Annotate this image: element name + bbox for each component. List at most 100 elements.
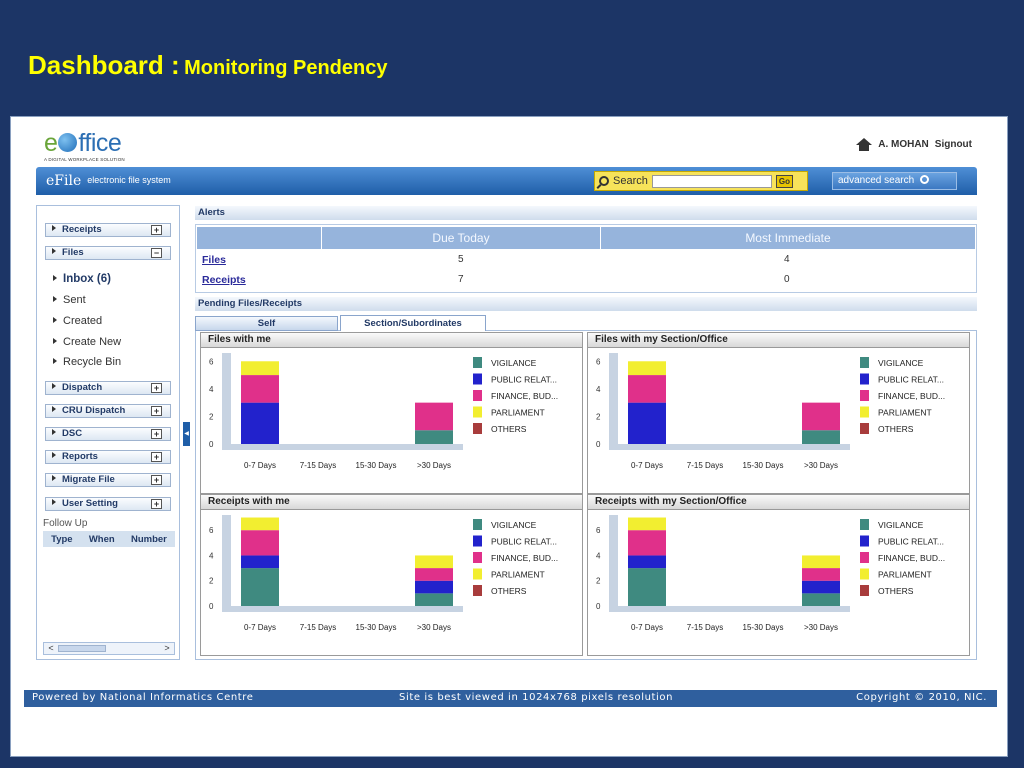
x-tick-label: 15-30 Days (743, 461, 784, 470)
plus-icon[interactable]: + (151, 499, 162, 509)
sidebar-link-label: Create New (63, 336, 122, 348)
alerts-receipts-link[interactable]: Receipts (202, 274, 246, 286)
arrow-icon (53, 275, 57, 281)
slide-title-sub: Monitoring Pendency (184, 57, 388, 79)
y-tick-label: 6 (209, 357, 214, 366)
tab-self[interactable]: Self (195, 316, 338, 331)
y-axis (609, 353, 618, 444)
sidebar-group-label: Dispatch (62, 382, 103, 393)
y-tick-label: 0 (209, 602, 214, 611)
followup-col-when[interactable]: When (88, 533, 115, 545)
chart-panel-receipts-with-me: Receipts with me 0 2 4 6 0-7 Days 7-15 Days 15… (200, 494, 583, 656)
bar-segment (628, 555, 666, 569)
chart-title: Receipts with my Section/Office (588, 495, 969, 510)
scroll-left-icon[interactable]: < (48, 643, 54, 653)
y-tick-label: 2 (209, 412, 214, 421)
bar-segment (415, 568, 453, 581)
sidebar-group-dispatch[interactable]: Dispatch + (45, 381, 171, 395)
legend-swatch (860, 535, 869, 547)
sidebar-group-reports[interactable]: Reports + (45, 450, 171, 464)
bar-segment (802, 430, 840, 444)
sidebar-group-receipts[interactable]: Receipts + (45, 223, 171, 237)
bar-segment (628, 402, 666, 444)
expand-arrow-icon (52, 248, 56, 254)
advanced-search-button[interactable]: advanced search (832, 172, 957, 190)
bar-segment (415, 555, 453, 569)
y-tick-label: 2 (596, 577, 601, 586)
sidebar-group-dsc[interactable]: DSC + (45, 427, 171, 441)
x-tick-label: >30 Days (417, 623, 451, 632)
sidebar-link-create-new[interactable]: Create New (53, 336, 121, 348)
legend-label: PUBLIC RELAT... (491, 375, 557, 385)
sidebar-link-sent[interactable]: Sent (53, 294, 86, 306)
sidebar-link-inbox[interactable]: Inbox (6) (53, 273, 111, 285)
x-tick-label: 0-7 Days (244, 623, 276, 632)
x-tick-label: 15-30 Days (356, 461, 397, 470)
sidebar-group-migrate-file[interactable]: Migrate File + (45, 473, 171, 487)
legend-label: VIGILANCE (491, 358, 537, 368)
followup-col-number[interactable]: Number (130, 533, 167, 545)
sidebar-collapse-handle[interactable]: ◀ (183, 422, 190, 446)
legend-swatch (473, 535, 482, 547)
plus-icon[interactable]: + (151, 225, 162, 235)
minus-icon[interactable]: − (151, 248, 162, 258)
legend-swatch (860, 373, 869, 385)
home-icon[interactable] (856, 138, 873, 151)
bar-segment (628, 517, 666, 531)
bar-segment (628, 361, 666, 376)
expand-arrow-icon (52, 225, 56, 231)
eoffice-logo[interactable]: e ffice A DIGITAL WORKPLACE SOLUTION (44, 130, 125, 162)
y-tick-label: 6 (596, 526, 601, 535)
legend-label: OTHERS (878, 424, 914, 434)
slide-title: Dashboard : Monitoring Pendency (28, 50, 387, 81)
expand-arrow-icon (52, 383, 56, 389)
legend-swatch (473, 585, 482, 596)
bar-segment (628, 530, 666, 556)
sidebar-group-label: CRU Dispatch (62, 405, 126, 416)
slide-title-main: Dashboard : (28, 50, 180, 80)
plus-icon[interactable]: + (151, 475, 162, 485)
alerts-files-link[interactable]: Files (202, 254, 226, 266)
scroll-thumb[interactable] (58, 645, 106, 652)
x-axis (609, 444, 850, 450)
legend-swatch (860, 585, 869, 596)
scroll-right-icon[interactable]: > (164, 643, 170, 653)
y-tick-label: 6 (209, 526, 214, 535)
x-tick-label: 0-7 Days (244, 461, 276, 470)
legend-swatch (860, 423, 869, 434)
plus-icon[interactable]: + (151, 429, 162, 439)
logo-suffix: ffice (78, 129, 122, 157)
sidebar-scrollbar[interactable]: < > (43, 642, 175, 655)
x-axis (609, 606, 850, 612)
files-most-immediate: 4 (784, 254, 790, 265)
user-bar: A. MOHAN Signout (856, 138, 972, 151)
y-tick-label: 2 (209, 577, 214, 586)
sidebar-group-files[interactable]: Files − (45, 246, 171, 260)
sidebar-group-cru-dispatch[interactable]: CRU Dispatch + (45, 404, 171, 418)
legend-label: OTHERS (878, 586, 914, 596)
plus-icon[interactable]: + (151, 383, 162, 393)
brand-subtitle: electronic file system (87, 175, 171, 185)
signout-link[interactable]: Signout (934, 139, 972, 150)
legend-label: VIGILANCE (878, 358, 924, 368)
sidebar-group-label: Migrate File (62, 474, 115, 485)
sidebar-group-user-setting[interactable]: User Setting + (45, 497, 171, 511)
go-button[interactable]: Go (775, 174, 793, 188)
chart-panel-files-with-section: Files with my Section/Office 0 2 4 6 0-7 Day… (587, 332, 970, 494)
footer: Powered by National Informatics Centre S… (24, 690, 997, 707)
sidebar-link-created[interactable]: Created (53, 315, 102, 327)
legend-label: PUBLIC RELAT... (491, 537, 557, 547)
tab-section-subordinates[interactable]: Section/Subordinates (340, 315, 486, 331)
followup-col-type[interactable]: Type (51, 533, 73, 545)
footer-powered-by: Powered by National Informatics Centre (32, 692, 254, 703)
chart-files-with-me: 0 2 4 6 0-7 Days 7-15 Days 15-30 Days >30 Days V… (209, 353, 558, 470)
plus-icon[interactable]: + (151, 406, 162, 416)
y-tick-label: 4 (209, 551, 214, 560)
plus-icon[interactable]: + (151, 452, 162, 462)
sidebar-link-recycle-bin[interactable]: Recycle Bin (53, 356, 121, 368)
arrow-icon (53, 358, 57, 364)
receipts-due-today: 7 (458, 274, 464, 285)
search-input[interactable] (651, 174, 772, 188)
alerts-table-header: Due Today Most Immediate (197, 227, 975, 249)
x-tick-label: 0-7 Days (631, 623, 663, 632)
